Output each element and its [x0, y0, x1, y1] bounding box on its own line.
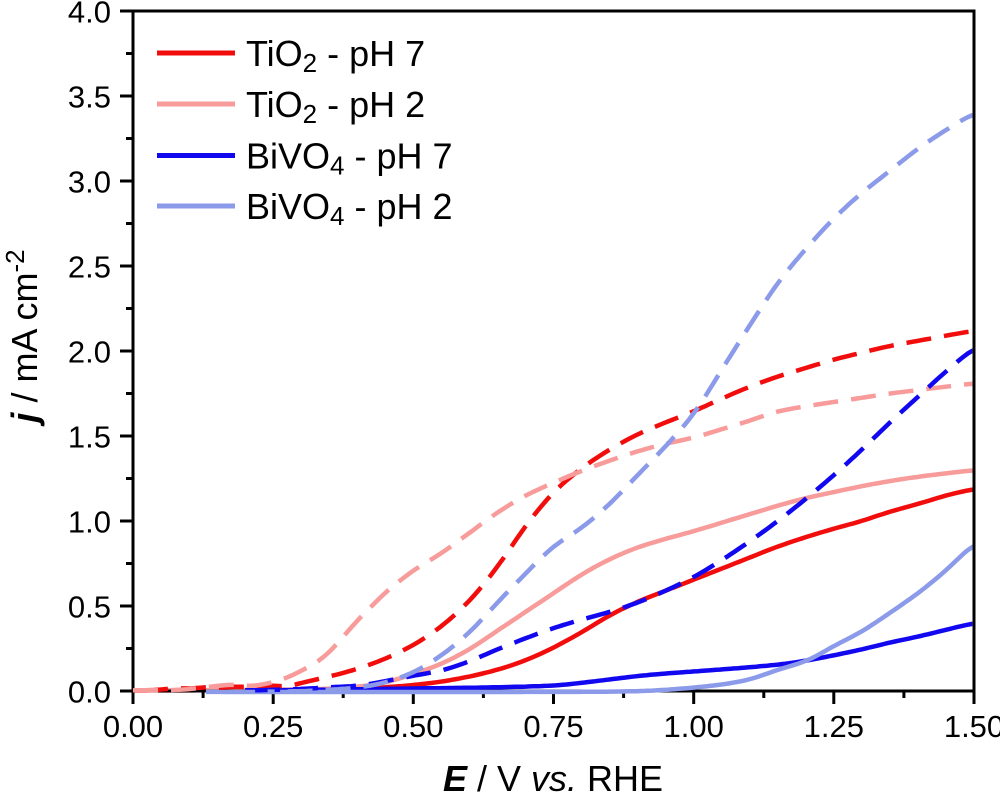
- svg-text:0.75: 0.75: [523, 709, 583, 744]
- svg-text:3.5: 3.5: [68, 80, 111, 115]
- svg-text:BiVO4 - pH 2: BiVO4 - pH 2: [246, 186, 453, 231]
- svg-text:E / V vs. RHE: E / V vs. RHE: [443, 758, 663, 793]
- svg-text:2.0: 2.0: [68, 335, 111, 370]
- svg-text:j / mA cm-2: j / mA cm-2: [0, 249, 45, 426]
- svg-text:TiO2 - pH 7: TiO2 - pH 7: [246, 33, 425, 78]
- svg-text:1.0: 1.0: [68, 505, 111, 540]
- svg-text:TiO2 - pH 2: TiO2 - pH 2: [246, 84, 425, 129]
- svg-text:0.00: 0.00: [103, 709, 163, 744]
- svg-text:1.00: 1.00: [664, 709, 724, 744]
- svg-text:BiVO4 - pH 7: BiVO4 - pH 7: [246, 136, 453, 181]
- svg-text:0.50: 0.50: [383, 709, 443, 744]
- svg-text:1.25: 1.25: [804, 709, 864, 744]
- svg-text:0.0: 0.0: [68, 675, 111, 710]
- svg-text:1.50: 1.50: [944, 709, 1000, 744]
- svg-text:0.5: 0.5: [68, 590, 111, 625]
- svg-text:2.5: 2.5: [68, 250, 111, 285]
- svg-text:3.0: 3.0: [68, 165, 111, 200]
- svg-text:4.0: 4.0: [68, 0, 111, 30]
- svg-text:0.25: 0.25: [243, 709, 303, 744]
- svg-text:1.5: 1.5: [68, 420, 111, 455]
